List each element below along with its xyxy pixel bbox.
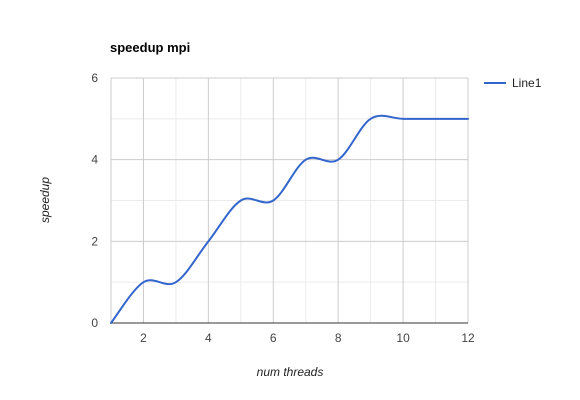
legend: Line1 <box>484 76 542 90</box>
y-tick-label: 0 <box>91 316 98 330</box>
x-tick-label: 4 <box>205 331 212 345</box>
x-tick-label: 10 <box>396 331 410 345</box>
series-line-line1 <box>110 114 469 324</box>
legend-label: Line1 <box>512 76 542 90</box>
tick-labels: 2 4 6 8 10 12 0 2 4 6 <box>91 71 475 345</box>
grid <box>111 77 469 323</box>
axes <box>110 78 468 324</box>
x-tick-label: 12 <box>461 331 475 345</box>
chart-title: speedup mpi <box>110 40 190 55</box>
x-tick-label: 8 <box>335 331 342 345</box>
series-lines <box>110 114 469 324</box>
y-axis-title: speedup <box>38 177 52 223</box>
x-tick-label: 6 <box>270 331 277 345</box>
x-axis-title: num threads <box>257 365 324 379</box>
x-tick-label: 2 <box>140 331 147 345</box>
y-tick-label: 4 <box>91 153 98 167</box>
y-tick-label: 6 <box>91 71 98 85</box>
y-tick-label: 2 <box>91 234 98 248</box>
